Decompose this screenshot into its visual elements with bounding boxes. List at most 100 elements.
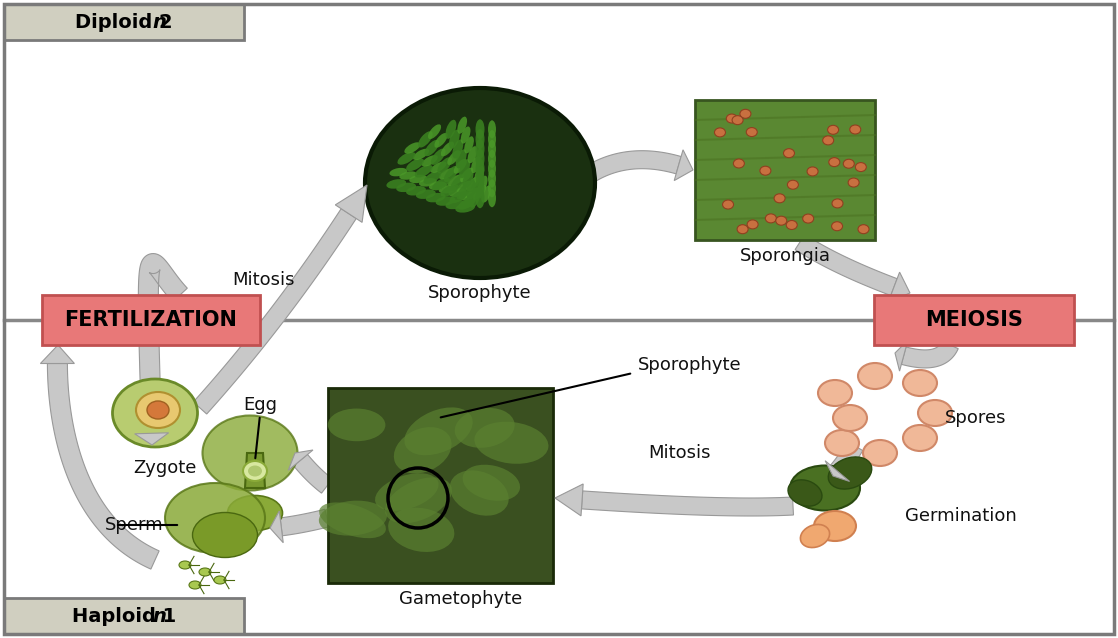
Ellipse shape	[437, 157, 452, 174]
Polygon shape	[901, 341, 958, 368]
Ellipse shape	[487, 140, 496, 158]
Ellipse shape	[453, 140, 463, 158]
Ellipse shape	[807, 167, 818, 176]
Ellipse shape	[375, 473, 438, 511]
Ellipse shape	[727, 114, 737, 123]
Text: FERTILIZATION: FERTILIZATION	[65, 310, 237, 330]
Ellipse shape	[409, 175, 427, 183]
Ellipse shape	[189, 581, 201, 589]
Polygon shape	[134, 433, 169, 445]
Ellipse shape	[425, 140, 439, 156]
Ellipse shape	[487, 150, 496, 168]
Text: Spores: Spores	[945, 409, 1006, 427]
Bar	[4, 598, 244, 634]
Polygon shape	[889, 272, 910, 302]
Ellipse shape	[784, 149, 795, 158]
Ellipse shape	[463, 169, 473, 188]
Ellipse shape	[481, 186, 491, 203]
Text: Sporophyte: Sporophyte	[638, 356, 741, 374]
Ellipse shape	[447, 174, 464, 186]
Ellipse shape	[451, 175, 465, 191]
FancyBboxPatch shape	[42, 295, 260, 345]
Ellipse shape	[467, 146, 477, 163]
Ellipse shape	[461, 168, 473, 182]
Ellipse shape	[828, 457, 872, 489]
Ellipse shape	[787, 180, 798, 189]
Ellipse shape	[474, 166, 484, 183]
Ellipse shape	[466, 176, 480, 191]
Ellipse shape	[722, 200, 733, 209]
Ellipse shape	[818, 380, 852, 406]
Ellipse shape	[113, 379, 198, 447]
Text: Egg: Egg	[243, 396, 277, 414]
Ellipse shape	[475, 179, 484, 198]
Ellipse shape	[858, 225, 869, 234]
Polygon shape	[47, 364, 159, 569]
FancyBboxPatch shape	[695, 100, 875, 240]
Ellipse shape	[439, 168, 455, 179]
Ellipse shape	[827, 125, 838, 135]
Text: Sporophyte: Sporophyte	[428, 284, 532, 302]
Ellipse shape	[833, 405, 866, 431]
Ellipse shape	[855, 163, 866, 172]
Ellipse shape	[448, 188, 466, 197]
Ellipse shape	[389, 168, 407, 176]
Ellipse shape	[863, 440, 897, 466]
Ellipse shape	[475, 159, 484, 179]
Ellipse shape	[466, 179, 477, 198]
Ellipse shape	[487, 160, 496, 178]
Ellipse shape	[487, 170, 496, 188]
Ellipse shape	[828, 158, 840, 167]
Ellipse shape	[419, 178, 437, 186]
Ellipse shape	[458, 192, 476, 200]
Ellipse shape	[445, 120, 456, 139]
Bar	[4, 4, 244, 40]
Text: Haploid 1: Haploid 1	[72, 607, 177, 625]
Ellipse shape	[436, 197, 455, 206]
Text: Sporongia: Sporongia	[739, 247, 831, 265]
Ellipse shape	[406, 186, 426, 195]
Ellipse shape	[475, 129, 484, 149]
Ellipse shape	[214, 576, 226, 584]
Text: MEIOSIS: MEIOSIS	[925, 310, 1023, 330]
Ellipse shape	[465, 188, 481, 198]
Text: Mitosis: Mitosis	[231, 271, 294, 289]
Ellipse shape	[415, 165, 433, 177]
Ellipse shape	[387, 179, 406, 189]
Ellipse shape	[825, 430, 859, 456]
Ellipse shape	[776, 216, 787, 225]
Ellipse shape	[449, 191, 467, 204]
Ellipse shape	[445, 200, 465, 209]
Ellipse shape	[800, 524, 830, 547]
Ellipse shape	[487, 130, 496, 148]
Ellipse shape	[760, 167, 771, 175]
Ellipse shape	[858, 363, 892, 389]
Ellipse shape	[475, 139, 484, 159]
Ellipse shape	[786, 221, 797, 230]
Ellipse shape	[202, 415, 297, 491]
Polygon shape	[271, 511, 283, 543]
Ellipse shape	[243, 461, 267, 481]
Polygon shape	[795, 234, 897, 295]
Ellipse shape	[432, 178, 449, 190]
Polygon shape	[825, 461, 850, 482]
Ellipse shape	[487, 121, 496, 138]
Ellipse shape	[471, 156, 481, 173]
Ellipse shape	[456, 181, 473, 192]
Polygon shape	[555, 484, 584, 516]
Ellipse shape	[747, 220, 758, 229]
Ellipse shape	[903, 425, 937, 451]
Ellipse shape	[458, 197, 476, 210]
Ellipse shape	[737, 225, 748, 234]
Ellipse shape	[850, 125, 861, 134]
Ellipse shape	[399, 171, 417, 180]
Ellipse shape	[464, 137, 474, 154]
Polygon shape	[40, 345, 75, 364]
Text: Sperm: Sperm	[105, 516, 163, 534]
Ellipse shape	[136, 392, 180, 428]
Ellipse shape	[832, 199, 843, 208]
Ellipse shape	[413, 149, 429, 160]
Ellipse shape	[385, 477, 452, 523]
Ellipse shape	[463, 464, 520, 501]
FancyBboxPatch shape	[874, 295, 1074, 345]
